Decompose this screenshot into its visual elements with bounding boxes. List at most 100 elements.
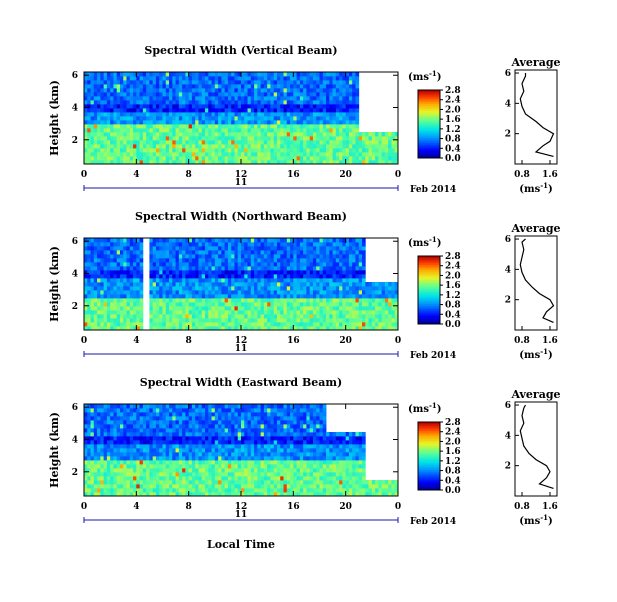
heatmap-cell [110, 444, 114, 448]
heatmap-cell [297, 246, 301, 250]
heatmap-cell [378, 282, 382, 286]
heatmap-cell [284, 120, 288, 124]
heatmap-cell [97, 282, 101, 286]
heatmap-cell [146, 132, 150, 136]
heatmap-cell [241, 306, 245, 310]
heatmap-cell [107, 412, 111, 416]
heatmap-cell [234, 270, 238, 274]
heatmap-cell [274, 108, 278, 112]
heatmap-cell [133, 152, 137, 156]
heatmap-cell [143, 92, 147, 96]
heatmap-cell [156, 302, 160, 306]
heatmap-cell [342, 140, 346, 144]
heatmap-cell [192, 258, 196, 262]
heatmap-cell [284, 274, 288, 278]
heatmap-cell [234, 314, 238, 318]
heatmap-cell [329, 136, 333, 140]
heatmap-cell [113, 290, 117, 294]
heatmap-cell [169, 246, 173, 250]
heatmap-cell [218, 76, 222, 80]
heatmap-cell [372, 294, 376, 298]
heatmap-cell [117, 266, 121, 270]
heatmap-cell [234, 96, 238, 100]
heatmap-cell [163, 286, 167, 290]
heatmap-cell [293, 306, 297, 310]
heatmap-cell [254, 112, 258, 116]
heatmap-cell [84, 322, 88, 326]
heatmap-cell [195, 310, 199, 314]
heatmap-cell [270, 254, 274, 258]
heatmap-cell [107, 132, 111, 136]
heatmap-cell [127, 136, 131, 140]
heatmap-cell [284, 140, 288, 144]
heatmap-cell [136, 310, 140, 314]
heatmap-cell [176, 144, 180, 148]
heatmap-cell [297, 152, 301, 156]
heatmap-cell [97, 132, 101, 136]
heatmap-cell [333, 120, 337, 124]
heatmap-cell [320, 254, 324, 258]
heatmap-cell [179, 480, 183, 484]
heatmap-cell [280, 246, 284, 250]
colorbar-tick-label: 0.4 [445, 310, 461, 320]
heatmap-cell [113, 286, 117, 290]
heatmap-cell [280, 278, 284, 282]
heatmap-cell [238, 120, 242, 124]
heatmap-cell [349, 302, 353, 306]
heatmap-cell [346, 72, 350, 76]
heatmap-cell [163, 484, 167, 488]
heatmap-cell [159, 322, 163, 326]
heatmap-cell [127, 448, 131, 452]
heatmap-cell [388, 282, 392, 286]
heatmap-cell [231, 112, 235, 116]
heatmap-cell [113, 444, 117, 448]
heatmap-cell [391, 152, 395, 156]
heatmap-cell [202, 92, 206, 96]
heatmap-cell [277, 258, 281, 262]
heatmap-cell [130, 286, 134, 290]
heatmap-cell [264, 72, 268, 76]
heatmap-cell [306, 108, 310, 112]
heatmap-cell [136, 136, 140, 140]
heatmap-cell [221, 88, 225, 92]
heatmap-cell [133, 440, 137, 444]
heatmap-cell [270, 72, 274, 76]
heatmap-cell [107, 428, 111, 432]
heatmap-cell [182, 298, 186, 302]
heatmap-cell [300, 250, 304, 254]
heatmap-cell [133, 480, 137, 484]
heatmap-cell [195, 238, 199, 242]
heatmap-cell [87, 148, 91, 152]
heatmap-cell [313, 96, 317, 100]
heatmap-cell [113, 258, 117, 262]
heatmap-cell [143, 132, 147, 136]
heatmap-cell [287, 116, 291, 120]
heatmap-cell [306, 100, 310, 104]
heatmap-cell [231, 124, 235, 128]
heatmap-cell [277, 274, 281, 278]
heatmap-cell [113, 476, 117, 480]
heatmap-cell [267, 266, 271, 270]
heatmap-cell [113, 250, 117, 254]
heatmap-cell [104, 88, 108, 92]
heatmap-cell [163, 472, 167, 476]
heatmap-cell [215, 238, 219, 242]
heatmap-cell [234, 76, 238, 80]
heatmap-cell [349, 286, 353, 290]
heatmap-cell [205, 88, 209, 92]
heatmap-cell [284, 132, 288, 136]
heatmap-cell [208, 144, 212, 148]
heatmap-cell [140, 242, 144, 246]
heatmap-cell [261, 72, 265, 76]
heatmap-cell [149, 258, 153, 262]
heatmap-cell [310, 318, 314, 322]
heatmap-cell [215, 322, 219, 326]
heatmap-cell [293, 314, 297, 318]
heatmap-cell [362, 254, 366, 258]
heatmap-cell [91, 116, 95, 120]
heatmap-cell [97, 100, 101, 104]
heatmap-cell [297, 100, 301, 104]
heatmap-cell [84, 298, 88, 302]
heatmap-cell [205, 116, 209, 120]
heatmap-cell [251, 274, 255, 278]
